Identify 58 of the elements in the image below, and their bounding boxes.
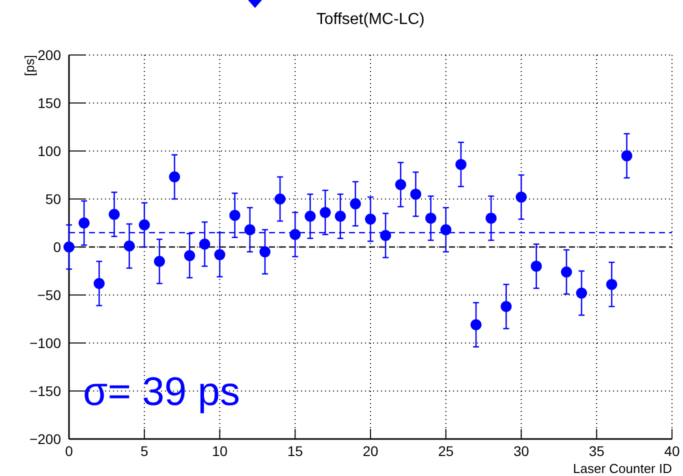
y-tick-label: −200 bbox=[29, 431, 62, 447]
annotation: σ= 39 ps bbox=[83, 370, 240, 414]
point bbox=[320, 206, 331, 218]
point bbox=[621, 150, 632, 162]
point bbox=[138, 219, 150, 230]
point bbox=[516, 192, 527, 203]
point bbox=[560, 266, 572, 278]
y-tick-label: −150 bbox=[29, 383, 62, 399]
point bbox=[304, 210, 316, 222]
x-tick-label: 30 bbox=[513, 443, 530, 459]
point bbox=[470, 319, 482, 330]
point bbox=[455, 158, 466, 170]
point bbox=[410, 188, 422, 200]
point bbox=[576, 288, 588, 299]
point bbox=[108, 208, 120, 220]
y-tick-label: 150 bbox=[38, 95, 62, 111]
x-tick-label: 20 bbox=[362, 443, 378, 459]
point bbox=[229, 210, 240, 221]
point bbox=[244, 224, 256, 236]
chart-title: Toffset(MC-LC) bbox=[316, 11, 425, 28]
point bbox=[500, 301, 512, 312]
x-tick-label: 25 bbox=[438, 443, 454, 459]
point bbox=[395, 179, 406, 190]
y-axis-title: [ps] bbox=[22, 55, 37, 76]
point bbox=[380, 230, 392, 241]
y-tick-label: −50 bbox=[37, 287, 62, 303]
point bbox=[154, 256, 165, 267]
point bbox=[78, 218, 90, 228]
x-tick-label: 5 bbox=[140, 443, 148, 459]
x-axis-title: Laser Counter ID bbox=[573, 461, 672, 476]
x-tick-label: 10 bbox=[212, 443, 228, 459]
point bbox=[334, 210, 346, 222]
y-tick-label: −100 bbox=[29, 335, 62, 351]
point bbox=[365, 214, 376, 225]
point bbox=[64, 242, 74, 252]
x-tick-label: 35 bbox=[588, 443, 605, 459]
y-tick-label: 200 bbox=[38, 47, 62, 63]
point bbox=[606, 278, 618, 290]
x-tick-label: 15 bbox=[287, 443, 304, 459]
point bbox=[486, 212, 497, 224]
y-tick-label: 100 bbox=[38, 143, 62, 159]
point bbox=[274, 194, 286, 204]
point bbox=[530, 260, 542, 272]
x-tick-label: 0 bbox=[65, 443, 74, 459]
point bbox=[199, 238, 210, 250]
point bbox=[290, 229, 301, 240]
y-tick-label: 0 bbox=[53, 239, 62, 255]
y-tick-label: 50 bbox=[45, 191, 62, 207]
point bbox=[350, 198, 361, 210]
point bbox=[259, 246, 270, 258]
point bbox=[425, 212, 436, 224]
point bbox=[184, 250, 196, 262]
point bbox=[440, 224, 452, 236]
x-tick-label: 40 bbox=[664, 443, 680, 459]
point bbox=[214, 249, 226, 260]
point bbox=[94, 278, 105, 289]
point bbox=[169, 171, 180, 182]
point bbox=[124, 240, 135, 252]
